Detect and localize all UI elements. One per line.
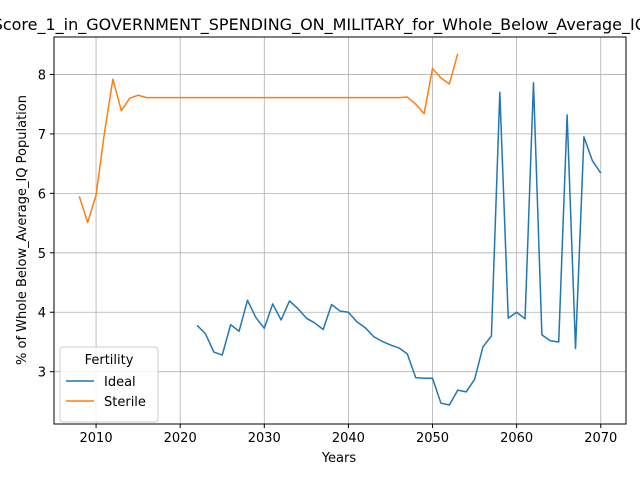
x-tick-label: 2070 [584, 431, 617, 446]
x-tick-label: 2060 [500, 431, 533, 446]
x-tick-label: 2030 [248, 431, 281, 446]
legend-label-ideal: Ideal [104, 375, 136, 390]
x-tick-label: 2050 [416, 431, 449, 446]
chart-title: Score_1_in_GOVERNMENT_SPENDING_ON_MILITA… [0, 15, 640, 35]
x-tick-label: 2040 [332, 431, 365, 446]
grid-layer [54, 37, 626, 424]
series-layer [78, 53, 602, 406]
legend-box [59, 346, 159, 423]
x-tick-label: 2020 [164, 431, 197, 446]
ticks-layer: 2010 2020 2030 2040 2050 2060 2070 3 4 5 6 7 8 [38, 68, 618, 446]
series-line-sterile [78, 53, 459, 224]
legend-title: Fertility [85, 353, 134, 368]
x-tick-label: 2010 [80, 431, 113, 446]
y-tick-label: 7 [38, 128, 46, 143]
y-tick-label: 4 [38, 306, 46, 321]
y-axis-label: % of Whole Below_Average_IQ Population [15, 95, 30, 365]
legend: Fertility Ideal Sterile [59, 346, 159, 423]
y-tick-label: 6 [38, 187, 46, 202]
y-tick-label: 3 [38, 366, 46, 381]
series-line-ideal [196, 82, 602, 406]
legend-items: Ideal Sterile [66, 375, 146, 410]
y-tick-label: 8 [38, 68, 46, 83]
plot-frame [53, 36, 627, 425]
legend-label-sterile: Sterile [104, 395, 146, 410]
y-tick-label: 5 [38, 247, 46, 262]
x-axis-label: Years [321, 451, 357, 466]
